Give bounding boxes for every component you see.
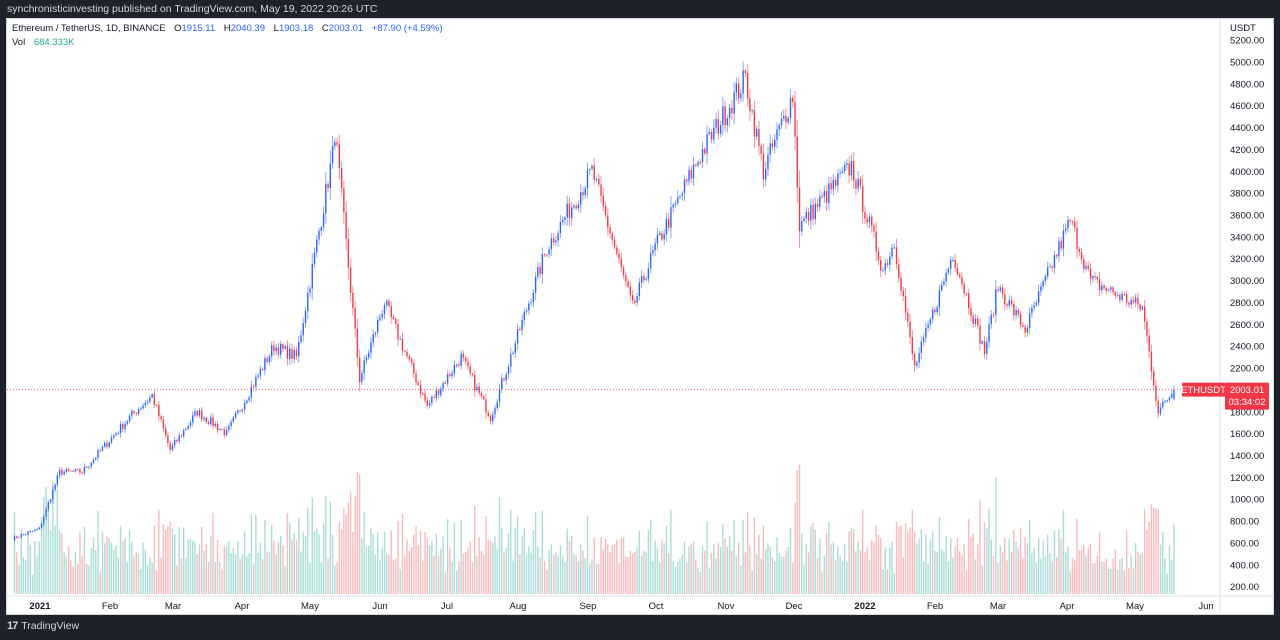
price-tick: 4800.00 bbox=[1230, 79, 1264, 90]
close-label: C bbox=[321, 23, 329, 34]
price-tick: 2600.00 bbox=[1230, 320, 1264, 331]
time-tick: May bbox=[1126, 601, 1144, 612]
time-tick: Jul bbox=[441, 601, 453, 612]
tradingview-logo-icon: 17 bbox=[7, 620, 18, 632]
open-label: O bbox=[174, 23, 182, 34]
price-tick: 3800.00 bbox=[1230, 189, 1264, 200]
symbol-title[interactable]: Ethereum / TetherUS, 1D, BINANCE bbox=[12, 23, 166, 34]
volume-row: Vol 684.333K bbox=[12, 36, 443, 50]
low-label: L bbox=[273, 23, 279, 34]
time-tick: Aug bbox=[510, 601, 527, 612]
low-value: 1903.18 bbox=[278, 23, 314, 34]
time-tick: Feb bbox=[927, 601, 943, 612]
time-tick: Mar bbox=[990, 601, 1006, 612]
time-tick: May bbox=[301, 601, 319, 612]
open-value: 1915.11 bbox=[181, 23, 216, 34]
volume-label[interactable]: Vol bbox=[12, 37, 26, 48]
bar-countdown: 03:34:02 bbox=[1229, 397, 1266, 408]
price-tick: 1200.00 bbox=[1230, 473, 1264, 484]
time-tick: Apr bbox=[235, 601, 250, 612]
price-tick: 600.00 bbox=[1230, 538, 1259, 549]
price-tick: 2200.00 bbox=[1230, 364, 1264, 375]
price-tick: 5200.00 bbox=[1230, 36, 1264, 47]
chart-frame bbox=[6, 18, 1274, 615]
time-tick: 2022 bbox=[854, 601, 875, 612]
price-tick: 1800.00 bbox=[1230, 407, 1264, 418]
volume-value: 684.333K bbox=[33, 37, 75, 48]
price-tick: 4000.00 bbox=[1230, 167, 1264, 178]
price-tick: 4400.00 bbox=[1230, 123, 1264, 134]
time-tick: Nov bbox=[718, 601, 735, 612]
candles bbox=[13, 61, 1175, 542]
ohlc-row: Ethereum / TetherUS, 1D, BINANCE O1915.1… bbox=[12, 22, 443, 36]
time-tick: Oct bbox=[649, 601, 664, 612]
price-tick: 800.00 bbox=[1230, 517, 1259, 528]
publish-info: synchronisticinvesting published on Trad… bbox=[7, 3, 378, 15]
price-tick: 1000.00 bbox=[1230, 495, 1264, 506]
price-tick: 4200.00 bbox=[1230, 145, 1264, 156]
price-tick: 1400.00 bbox=[1230, 451, 1264, 462]
price-tick: 400.00 bbox=[1230, 560, 1259, 571]
price-tag-symbol: ETHUSDT bbox=[1181, 385, 1226, 396]
footer: 17 TradingView bbox=[7, 620, 79, 632]
time-tick: Apr bbox=[1060, 601, 1075, 612]
price-tick: 2400.00 bbox=[1230, 342, 1264, 353]
price-tick: 3200.00 bbox=[1230, 254, 1264, 265]
price-tick: 2800.00 bbox=[1230, 298, 1264, 309]
time-tick: 2021 bbox=[29, 601, 51, 612]
price-tick: 5000.00 bbox=[1230, 58, 1264, 69]
time-tick: Dec bbox=[786, 601, 803, 612]
price-tick: 1600.00 bbox=[1230, 429, 1264, 440]
time-tick: Sep bbox=[580, 601, 597, 612]
time-tick: Mar bbox=[165, 601, 181, 612]
time-tick: Jun bbox=[1198, 601, 1213, 612]
close-value: 2003.01 bbox=[328, 23, 364, 34]
time-tick: Jun bbox=[372, 601, 387, 612]
price-tick: 200.00 bbox=[1230, 582, 1259, 593]
high-value: 2040.39 bbox=[230, 23, 265, 34]
price-tick: 3000.00 bbox=[1230, 276, 1264, 287]
symbol-legend: Ethereum / TetherUS, 1D, BINANCE O1915.1… bbox=[12, 22, 443, 50]
price-tick: 4600.00 bbox=[1230, 101, 1264, 112]
time-tick: Feb bbox=[102, 601, 118, 612]
price-tick: 3400.00 bbox=[1230, 232, 1264, 243]
high-label: H bbox=[223, 23, 231, 34]
price-tag-value: 2003.01 bbox=[1230, 385, 1264, 396]
change-value: +87.90 (+4.59%) bbox=[371, 23, 443, 34]
brand-name[interactable]: TradingView bbox=[21, 620, 80, 632]
volume-bars bbox=[13, 464, 1175, 594]
currency-label: USDT bbox=[1230, 23, 1256, 34]
price-tick: 3600.00 bbox=[1230, 211, 1264, 222]
